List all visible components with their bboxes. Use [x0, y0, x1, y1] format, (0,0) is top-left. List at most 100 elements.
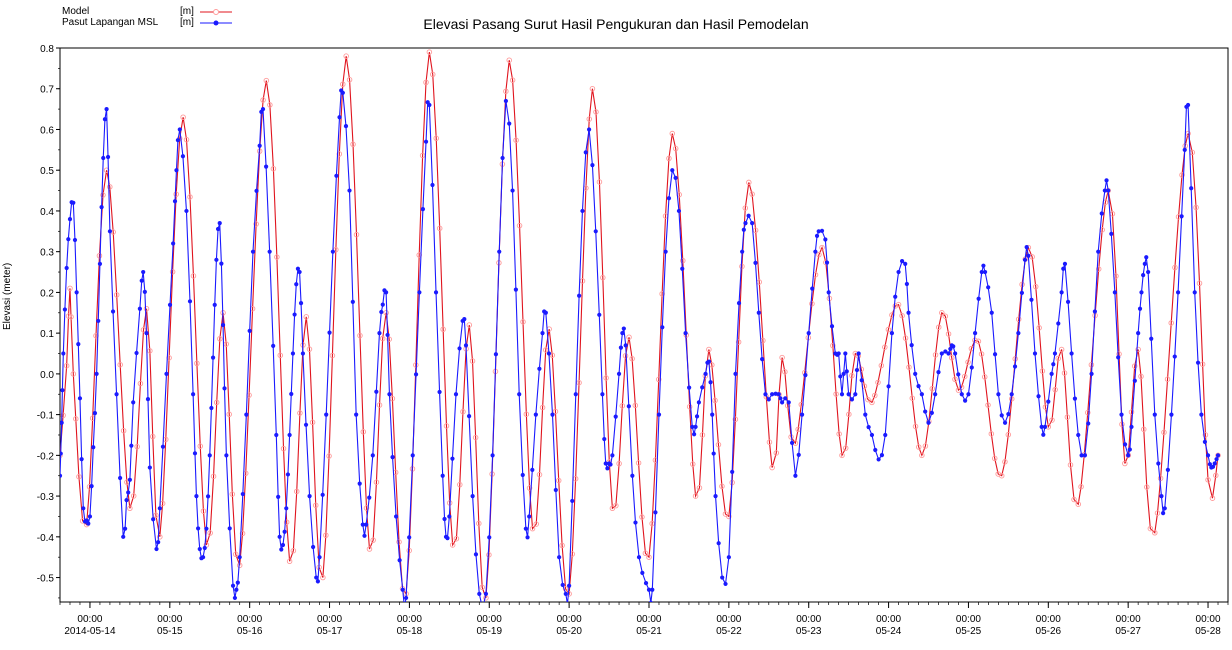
model-point: [562, 586, 569, 592]
model-point: [1015, 316, 1022, 322]
model-point: [865, 396, 871, 403]
y-tick-label: 0.1: [40, 329, 54, 340]
model-point: [263, 77, 270, 84]
model-point: [1144, 484, 1150, 490]
field-point: [1132, 378, 1137, 383]
model-point: [426, 49, 433, 55]
field-point: [167, 302, 173, 307]
field-point: [981, 263, 986, 268]
x-tick-label-date: 05-20: [556, 626, 582, 637]
model-point: [194, 360, 200, 367]
field-point: [756, 310, 761, 315]
model-point: [1215, 452, 1221, 459]
field-point: [1116, 355, 1121, 360]
field-point: [277, 534, 282, 539]
field-point: [543, 310, 548, 315]
field-point: [1144, 255, 1149, 260]
model-point: [655, 376, 662, 383]
model-point: [157, 534, 163, 540]
field-point: [886, 384, 891, 389]
field-point: [289, 391, 294, 397]
model-point: [280, 445, 287, 452]
field-point: [819, 228, 825, 233]
field-point: [200, 555, 206, 560]
field-point: [215, 226, 221, 232]
field-point: [951, 344, 956, 349]
field-point: [134, 350, 139, 356]
field-point: [520, 472, 525, 478]
field-point: [367, 495, 372, 500]
field-point: [107, 229, 113, 234]
field-point: [953, 351, 958, 356]
field-point: [174, 168, 179, 173]
model-point: [902, 335, 909, 341]
field-point: [86, 521, 91, 526]
model-point: [632, 402, 639, 409]
model-point: [875, 379, 881, 386]
model-point: [1075, 501, 1082, 507]
field-point: [789, 440, 795, 445]
model-point: [998, 472, 1005, 479]
field-point: [1052, 351, 1058, 356]
field-point: [410, 453, 415, 458]
x-tick-label-time: 00:00: [636, 614, 661, 625]
field-point: [402, 605, 406, 609]
field-point: [633, 520, 638, 525]
field-point: [692, 432, 697, 437]
model-point: [373, 479, 380, 485]
field-point: [294, 282, 299, 287]
field-point: [171, 241, 176, 246]
field-point: [407, 535, 412, 540]
field-point: [1172, 354, 1177, 359]
model-point: [386, 336, 392, 342]
field-point: [863, 412, 868, 417]
model-point: [629, 355, 635, 362]
field-point: [690, 424, 695, 429]
field-point: [824, 260, 830, 265]
field-point: [1029, 297, 1034, 302]
model-point: [1202, 432, 1209, 438]
model-point: [113, 292, 120, 298]
field-point: [929, 410, 934, 415]
field-point: [237, 555, 242, 560]
field-point: [94, 371, 99, 376]
field-point: [783, 396, 788, 401]
field-point: [810, 286, 815, 291]
model-point: [948, 355, 955, 361]
model-point: [346, 76, 353, 83]
model-point: [297, 410, 303, 416]
model-point: [809, 300, 815, 307]
field-point: [340, 90, 345, 95]
field-point: [61, 351, 66, 356]
field-point: [187, 299, 193, 304]
model-point: [423, 79, 429, 86]
field-point: [513, 287, 518, 292]
model-point: [779, 354, 785, 361]
model-point: [187, 194, 193, 200]
field-point: [676, 208, 682, 214]
field-point: [227, 526, 232, 531]
model-point: [696, 485, 703, 491]
field-point: [192, 451, 198, 456]
field-point: [1002, 420, 1008, 425]
field-point: [923, 409, 928, 414]
field-point: [793, 473, 798, 478]
chart-title: Elevasi Pasang Surut Hasil Pengukuran da…: [423, 16, 809, 32]
model-point: [383, 310, 389, 316]
field-point: [1137, 306, 1143, 311]
field-point: [473, 552, 479, 557]
model-point: [919, 452, 925, 459]
field-point: [470, 493, 475, 499]
field-point: [121, 534, 126, 539]
model-point: [752, 227, 759, 234]
field-point: [693, 424, 698, 429]
field-point: [285, 472, 291, 477]
model-point: [260, 97, 266, 103]
field-point: [427, 102, 432, 108]
field-point: [447, 514, 452, 519]
field-point: [796, 452, 801, 457]
model-point: [816, 251, 822, 258]
x-tick-label-date: 05-22: [716, 626, 742, 637]
field-point: [869, 432, 875, 438]
model-point: [782, 369, 788, 375]
